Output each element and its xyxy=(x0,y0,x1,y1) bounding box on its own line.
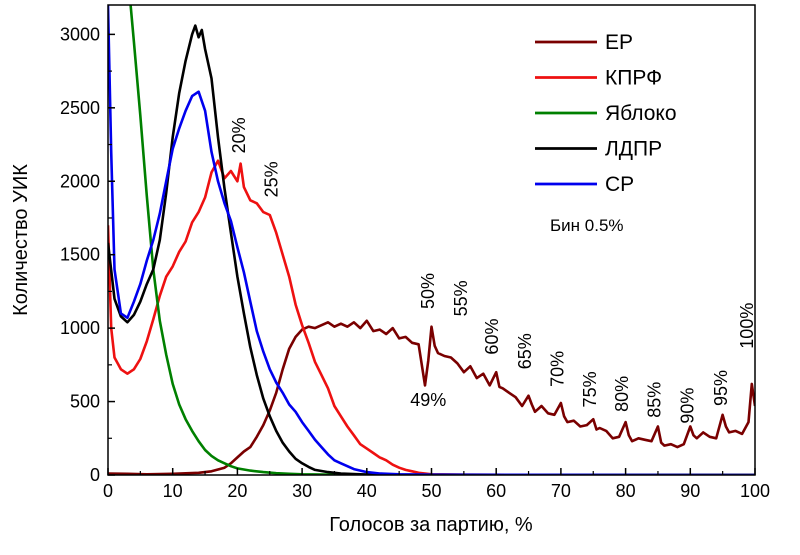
y-tick-label: 1000 xyxy=(60,318,100,338)
legend-label-4: СР xyxy=(605,173,634,196)
x-tick-label: 70 xyxy=(551,481,571,501)
series-line-4 xyxy=(108,5,755,475)
legend-label-2: Яблоко xyxy=(605,102,677,125)
bin-size-note: Бин 0.5% xyxy=(550,216,624,235)
legend-label-1: КПРФ xyxy=(605,67,662,90)
x-tick-label: 20 xyxy=(227,481,247,501)
annotation-label-0: 20% xyxy=(229,117,249,153)
series-line-3 xyxy=(108,24,755,475)
x-tick-label: 10 xyxy=(163,481,183,501)
x-tick-label: 0 xyxy=(103,481,113,501)
y-tick-label: 1500 xyxy=(60,245,100,265)
annotation-label-3: 50% xyxy=(418,273,438,309)
x-tick-label: 40 xyxy=(357,481,377,501)
x-tick-label: 80 xyxy=(616,481,636,501)
x-axis-title: Голосов за партию, % xyxy=(329,514,533,536)
x-tick-label: 100 xyxy=(740,481,770,501)
y-axis-title: Количество УИК xyxy=(10,164,32,316)
series-lines xyxy=(108,5,755,475)
legend-label-3: ЛДПР xyxy=(605,138,662,161)
x-tick-label: 50 xyxy=(421,481,441,501)
annotation-label-9: 80% xyxy=(612,376,632,412)
annotation-label-6: 65% xyxy=(515,333,535,369)
y-tick-label: 3000 xyxy=(60,24,100,44)
y-tick-label: 2500 xyxy=(60,98,100,118)
y-tick-label: 2000 xyxy=(60,171,100,191)
annotation-label-11: 90% xyxy=(678,388,698,424)
annotation-label-8: 75% xyxy=(580,371,600,407)
annotation-label-2: 49% xyxy=(410,390,446,410)
annotation-label-5: 60% xyxy=(482,319,502,355)
series-line-0 xyxy=(108,319,755,475)
annotation-label-1: 25% xyxy=(262,161,282,197)
legend: ЕР КПРФ Яблоко ЛДПР СР xyxy=(535,31,677,196)
x-tick-label: 90 xyxy=(680,481,700,501)
annotation-label-10: 85% xyxy=(645,382,665,418)
x-tick-label: 30 xyxy=(292,481,312,501)
x-tick-label: 60 xyxy=(486,481,506,501)
series-line-1 xyxy=(108,159,755,475)
annotation-label-12: 95% xyxy=(711,370,731,406)
annotation-label-4: 55% xyxy=(451,280,471,316)
legend-label-0: ЕР xyxy=(605,31,633,54)
y-tick-label: 0 xyxy=(90,465,100,485)
annotation-label-7: 70% xyxy=(547,351,567,387)
annotation-label-13: 100% xyxy=(737,303,757,349)
y-tick-label: 500 xyxy=(70,392,100,412)
